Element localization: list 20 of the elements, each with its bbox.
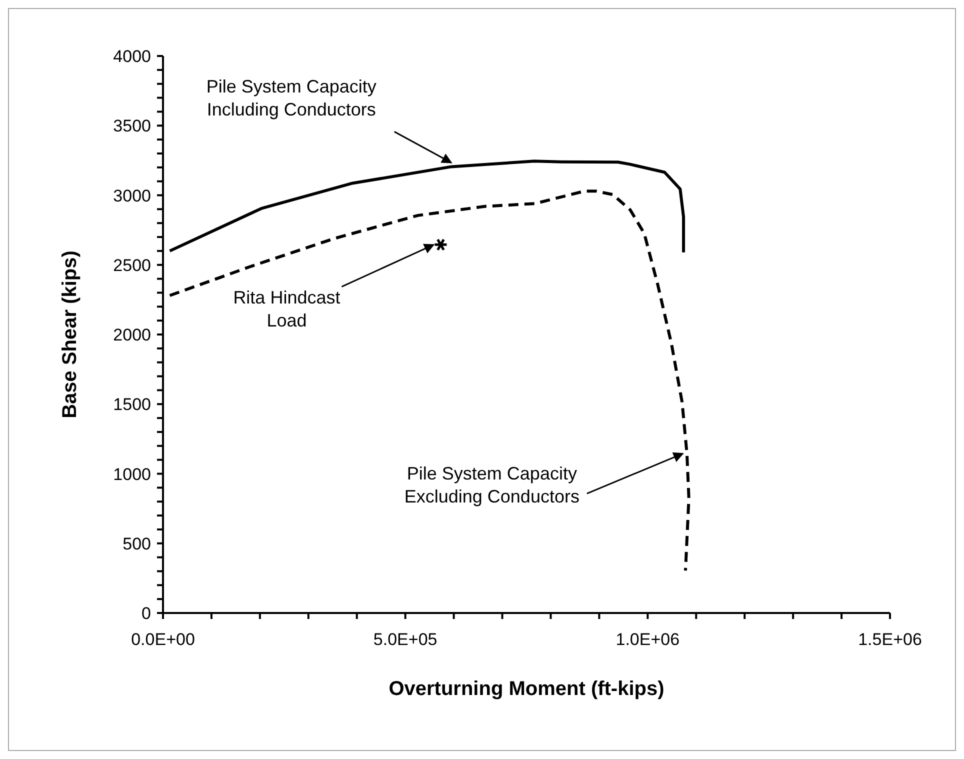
annotation: Rita Hindcast Load — [233, 288, 340, 331]
y-tick-label: 0 — [142, 604, 151, 624]
y-axis-title: Base Shear (kips) — [59, 250, 82, 418]
line-series — [168, 190, 690, 572]
y-tick-label: 2500 — [113, 256, 151, 275]
x-tick-label: 1.5E+06 — [858, 630, 922, 650]
line-series — [168, 160, 686, 254]
y-tick-label: 4000 — [113, 47, 151, 66]
y-tick-label: 3000 — [113, 186, 151, 206]
annotation: Pile System Capacity Excluding Conductors — [404, 464, 580, 507]
y-tick-label: 3500 — [113, 116, 151, 136]
x-tick-label: 5.0E+05 — [373, 630, 438, 650]
y-tick-label: 500 — [122, 534, 151, 554]
x-tick-label: 1.0E+06 — [616, 630, 680, 650]
y-tick-label: 1500 — [113, 395, 151, 414]
y-tick-label: 2000 — [113, 326, 151, 345]
x-axis-title: Overturning Moment (ft-kips) — [388, 678, 664, 700]
x-tick-label: 0.0E+00 — [131, 630, 195, 650]
y-tick-label: 1000 — [113, 464, 151, 484]
annotation: Pile System Capacity Including Conductors — [206, 76, 376, 120]
